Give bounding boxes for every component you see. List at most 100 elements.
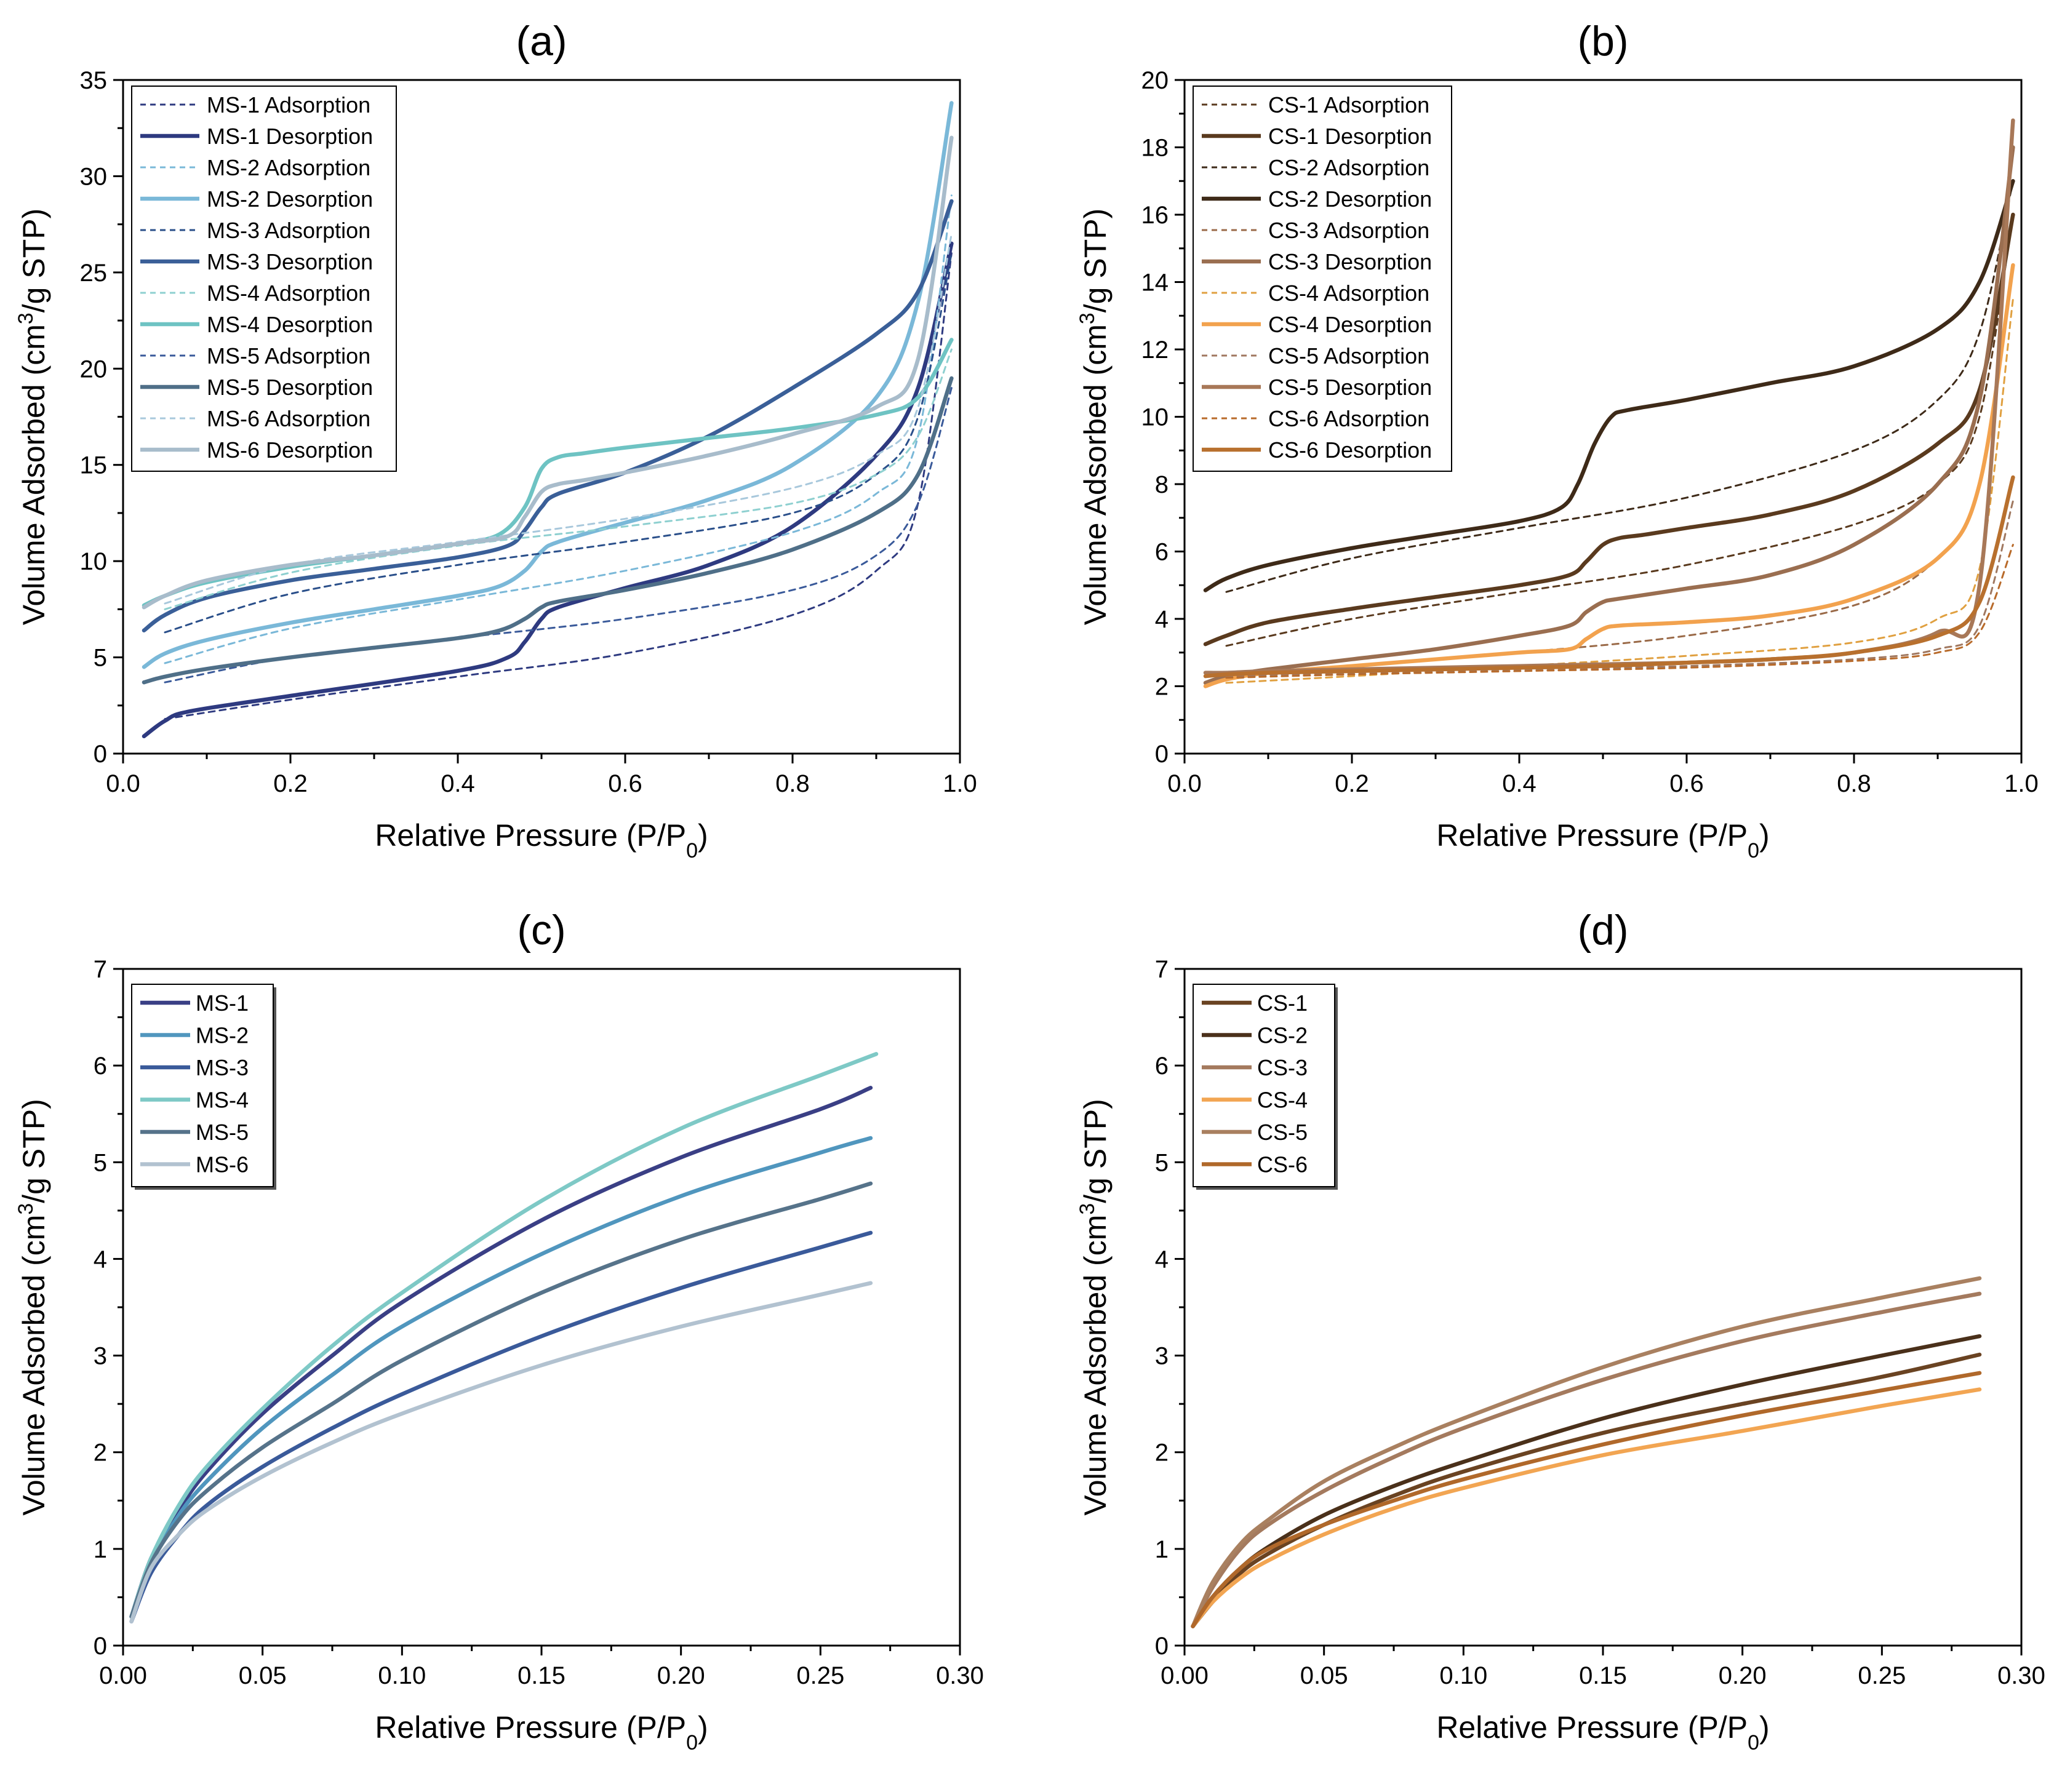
legend-label: CS-4 Desorption	[1268, 312, 1432, 337]
y-tick-label: 5	[94, 1149, 107, 1176]
legend-box	[1193, 984, 1335, 1187]
legend-label: CS-3 Desorption	[1268, 249, 1432, 274]
x-tick-label: 0.4	[441, 770, 475, 797]
y-tick-label: 1	[94, 1536, 107, 1563]
series-line-cs-4-desorption	[1203, 263, 2015, 688]
series-line-ms-5	[129, 1181, 873, 1619]
series-line-ms-2-desorption	[142, 101, 954, 669]
series-group	[129, 1052, 879, 1623]
x-tick-label: 0.10	[1439, 1662, 1487, 1689]
x-tick-label: 0.25	[796, 1662, 844, 1689]
series-line-cs-5	[1191, 1276, 1982, 1628]
x-tick-label: 1.0	[2004, 770, 2039, 797]
y-tick-label: 2	[1155, 1440, 1169, 1467]
legend-box	[131, 984, 274, 1187]
panel-title: (b)	[1577, 18, 1628, 65]
legend-label: MS-4	[196, 1088, 249, 1113]
legend-label: MS-5 Adsorption	[207, 343, 370, 368]
x-tick-label: 0.05	[239, 1662, 287, 1689]
y-tick-label: 25	[80, 260, 108, 287]
x-axis-title: Relative Pressure (P/P0)	[375, 818, 708, 862]
x-tick-label: 0.00	[99, 1662, 147, 1689]
legend-label: MS-4 Desorption	[207, 312, 373, 337]
y-tick-label: 30	[80, 163, 108, 190]
series-line-ms-1-desorption	[142, 241, 954, 739]
y-tick-label: 6	[94, 1053, 107, 1080]
panel-title: (c)	[517, 907, 565, 954]
chart-panel-a: (a) 0.0 0.2 0.4 0.6 0.8 1.0 0 5 10 15 20 25 30 35 Relat…	[14, 18, 977, 862]
y-tick-label: 14	[1141, 269, 1169, 297]
legend-label: MS-6 Desorption	[207, 437, 373, 463]
legend-box	[1193, 86, 1452, 472]
panel-title: (a)	[516, 18, 567, 65]
y-tick-label: 12	[1141, 336, 1169, 364]
y-tick-label: 16	[1141, 202, 1169, 229]
legend-label: CS-4 Adsorption	[1268, 281, 1429, 306]
legend-label: MS-3	[196, 1055, 249, 1080]
legend-label: CS-6 Adsorption	[1268, 406, 1429, 431]
x-tick-label: 0.05	[1300, 1662, 1348, 1689]
series-group	[1191, 1276, 1982, 1628]
legend-label: CS-5 Desorption	[1268, 375, 1432, 400]
series-line-ms-1-adsorption	[164, 252, 953, 720]
y-axis-title: Volume Adsorbed (cm3/g STP)	[14, 209, 51, 626]
legend-label: MS-1 Desorption	[207, 124, 373, 149]
legend-label: CS-6	[1257, 1152, 1308, 1177]
x-tick-label: 0.30	[1997, 1662, 2045, 1689]
y-tick-label: 18	[1141, 135, 1169, 162]
legend-label: CS-3 Adsorption	[1268, 218, 1429, 243]
y-tick-label: 7	[94, 956, 107, 983]
series-line-cs-1-desorption	[1203, 212, 2015, 647]
chart-panel-d: (d) 0.00 0.05 0.10 0.15 0.20 0.25 0.30 0 1 2 3 4 5 6 7 R…	[1076, 907, 2045, 1754]
legend-label: MS-6 Adsorption	[207, 406, 370, 431]
y-tick-label: 5	[1155, 1149, 1169, 1176]
y-tick-label: 35	[80, 67, 108, 94]
y-tick-label: 1	[1155, 1536, 1169, 1563]
y-tick-label: 10	[80, 548, 108, 575]
legend-label: MS-3 Desorption	[207, 249, 373, 274]
x-tick-label: 0.10	[378, 1662, 426, 1689]
x-tick-label: 0.0	[106, 770, 140, 797]
x-tick-label: 0.15	[518, 1662, 565, 1689]
legend: MS-1 MS-2 MS-3 MS-4 MS-5 MS-6	[131, 984, 276, 1190]
legend-label: MS-2	[196, 1023, 249, 1048]
legend-label: CS-6 Desorption	[1268, 437, 1432, 463]
legend-label: CS-4	[1257, 1088, 1308, 1113]
legend-label: CS-5	[1257, 1120, 1308, 1145]
legend: CS-1 Adsorption CS-1 Desorption CS-2 Adsor…	[1193, 86, 1452, 472]
x-tick-label: 0.20	[1719, 1662, 1767, 1689]
series-group	[1203, 118, 2015, 688]
legend-label: MS-2 Adsorption	[207, 155, 370, 180]
panel-title: (d)	[1577, 907, 1628, 954]
x-tick-label: 0.8	[1837, 770, 1871, 797]
x-tick-label: 0.8	[775, 770, 810, 797]
legend-label: MS-4 Adsorption	[207, 281, 370, 306]
y-tick-label: 6	[1155, 539, 1169, 566]
series-line-cs-2-desorption	[1203, 179, 2015, 592]
legend-label: MS-1 Adsorption	[207, 92, 370, 117]
series-line-ms-4-adsorption	[164, 348, 953, 610]
series-line-cs-1-adsorption	[1225, 213, 2014, 647]
legend-label: CS-2 Adsorption	[1268, 155, 1429, 180]
series-group	[142, 101, 954, 739]
y-axis-title: Volume Adsorbed (cm3/g STP)	[1076, 209, 1113, 626]
legend-label: CS-2 Desorption	[1268, 186, 1432, 212]
y-tick-label: 20	[1141, 67, 1169, 94]
x-tick-label: 0.25	[1858, 1662, 1906, 1689]
x-tick-label: 0.30	[936, 1662, 984, 1689]
x-tick-label: 0.2	[273, 770, 308, 797]
legend: CS-1 CS-2 CS-3 CS-4 CS-5 CS-6	[1193, 984, 1338, 1190]
series-line-cs-6	[1191, 1371, 1982, 1628]
legend-label: CS-1 Adsorption	[1268, 92, 1429, 117]
series-line-ms-2-adsorption	[164, 194, 953, 664]
y-tick-label: 10	[1141, 404, 1169, 431]
series-line-cs-2-adsorption	[1225, 180, 2014, 593]
x-tick-label: 0.4	[1502, 770, 1537, 797]
legend-label: MS-2 Desorption	[207, 186, 373, 212]
y-tick-label: 2	[94, 1440, 107, 1467]
series-line-ms-5-desorption	[142, 376, 954, 685]
x-axis-title: Relative Pressure (P/P0)	[1436, 1710, 1769, 1754]
y-tick-label: 7	[1155, 956, 1169, 983]
chart-panel-c: (c) 0.00 0.05 0.10 0.15 0.20 0.25 0.30 0 1 2 3 4 5 6 7 R…	[14, 907, 984, 1754]
y-tick-label: 0	[94, 1633, 107, 1660]
